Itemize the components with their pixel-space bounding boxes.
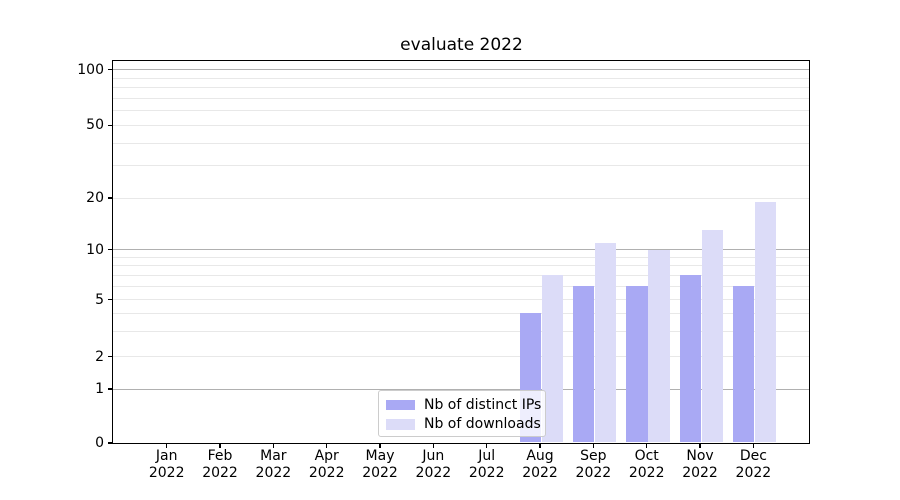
x-tick-label-oct: Oct 2022 [615,448,679,482]
x-tick-label-nov: Nov 2022 [668,448,732,482]
x-tick-mark [272,444,274,448]
legend-item-distinct-ips: Nb of distinct IPs [386,395,542,415]
x-tick-label-month: Jul [478,448,496,464]
x-tick-label-jul: Jul 2022 [455,448,519,482]
y-tick-label: 50 [86,117,104,134]
legend-label-downloads: Nb of downloads [424,416,541,433]
legend: Nb of distinct IPs Nb of downloads [378,390,546,437]
x-tick-label-month: Jun [422,448,445,464]
x-tick-label-dec: Dec 2022 [721,448,785,482]
legend-swatch-distinct-ips [386,399,415,410]
x-tick-label-month: Jan [155,448,178,464]
y-tick-label: 20 [86,190,104,206]
x-tick-label-sep: Sep 2022 [561,448,625,482]
plot-border [112,60,810,444]
x-tick-label-month: Oct [634,448,659,464]
x-tick-mark [699,444,701,448]
x-tick-label-year: 2022 [468,465,505,481]
x-tick-mark [379,444,381,448]
x-tick-label-year: 2022 [735,465,772,481]
y-tick-label: 2 [95,348,104,365]
x-tick-mark [219,444,221,448]
x-tick-label-year: 2022 [628,465,665,481]
x-tick-label-jan: Jan 2022 [135,448,199,482]
x-tick-label-feb: Feb 2022 [188,448,252,482]
x-tick-label-year: 2022 [575,465,612,481]
x-tick-label-year: 2022 [255,465,292,481]
x-tick-label-month: Feb [207,448,233,464]
x-tick-label-month: Mar [260,448,287,464]
y-tick-label: 1 [95,381,104,397]
y-tick-label: 10 [86,241,104,258]
x-tick-label-aug: Aug 2022 [508,448,572,482]
x-tick-label-month: Sep [580,448,607,464]
x-tick-label-month: Apr [314,448,339,464]
x-tick-mark [432,444,434,448]
x-tick-label-year: 2022 [362,465,398,481]
x-tick-label-year: 2022 [148,465,185,481]
x-tick-label-year: 2022 [682,465,718,481]
x-tick-mark [326,444,328,448]
legend-label-distinct-ips: Nb of distinct IPs [424,396,542,413]
x-tick-label-year: 2022 [202,465,238,481]
x-tick-label-year: 2022 [415,465,452,481]
y-tick-label: 0 [95,435,104,451]
x-tick-label-year: 2022 [522,465,558,481]
x-tick-label-month: Aug [526,448,554,464]
x-tick-label-month: Dec [739,448,767,464]
chart-title: evaluate 2022 [400,35,523,55]
y-tick-label: 100 [77,61,104,78]
legend-item-downloads: Nb of downloads [386,415,541,435]
y-tick-label: 5 [95,291,104,308]
x-tick-mark [592,444,594,448]
x-tick-label-year: 2022 [308,465,345,481]
x-tick-label-month: Nov [686,448,714,464]
x-tick-label-jun: Jun 2022 [401,448,465,482]
x-tick-label-mar: Mar 2022 [241,448,305,482]
x-tick-mark [646,444,648,448]
x-tick-mark [166,444,168,448]
x-tick-mark [539,444,541,448]
x-tick-label-month: May [365,448,395,464]
x-tick-mark [752,444,754,448]
legend-swatch-downloads [386,419,415,430]
x-tick-mark [486,444,488,448]
x-tick-label-may: May 2022 [348,448,412,482]
x-tick-label-apr: Apr 2022 [295,448,359,482]
